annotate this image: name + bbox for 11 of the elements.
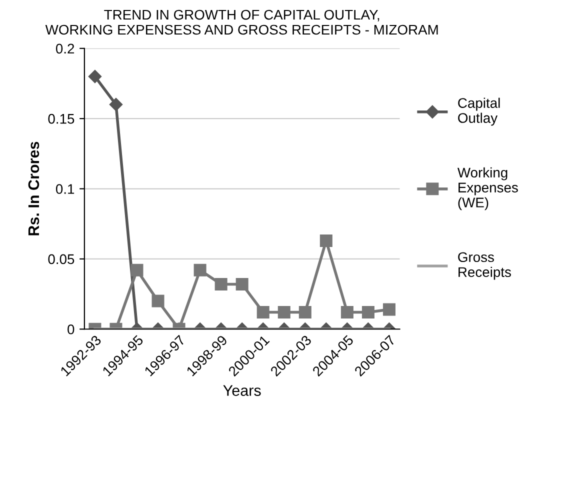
x-axis-title: Years xyxy=(223,385,261,396)
legend-label: Capital Outlay xyxy=(458,98,500,126)
y-tick-label: 0.1 xyxy=(56,184,74,194)
y-tick-label: 0 xyxy=(68,324,74,334)
y-tick-label: 0.2 xyxy=(56,44,74,54)
legend-label: Working Expenses (WE) xyxy=(457,167,518,210)
legend-label: Gross Receipts xyxy=(458,252,511,280)
y-tick-label: 0.05 xyxy=(48,254,74,264)
y-tick-label: 0.15 xyxy=(48,114,74,124)
y-axis-title: Rs. In Crores xyxy=(28,142,40,236)
chart-title: TREND IN GROWTH OF CAPITAL OUTLAY, WORKING EXPENSESS AND GROSS RECEIPTS - MIZORAM xyxy=(45,10,438,35)
